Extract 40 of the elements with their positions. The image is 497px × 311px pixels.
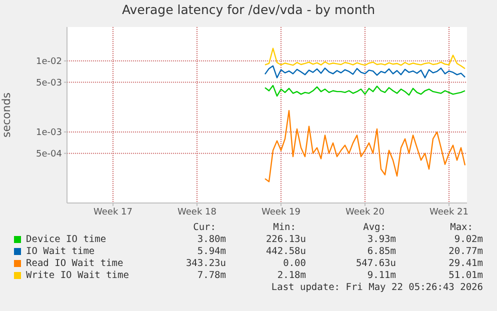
x-tick-label: Week 17 [94,207,132,218]
text: 7.78m [197,270,226,281]
legend-label: Read IO Wait time [26,258,124,269]
x-tick-label: Week 20 [346,207,385,218]
legend-label: IO Wait time [26,246,95,257]
text: Cur: [193,222,216,233]
x-tick-label: Week 18 [178,207,217,218]
text: 51.01m [448,270,483,281]
line-series [264,84,466,97]
legend-label: Write IO Wait time [26,270,129,281]
text: 6.85m [367,246,396,257]
text: 3.80m [197,234,226,245]
y-tick-label: 5e-03 [36,78,62,88]
text: 226.13u [266,234,306,245]
y-tick-label: 5e-04 [36,150,62,160]
y-axis-title: seconds [0,92,13,138]
text: 442.58u [266,246,306,257]
x-tick-label: Week 19 [262,207,301,218]
text: 5.94m [197,246,226,257]
line-series [264,48,466,70]
text: Min: [273,222,296,233]
text: Avg: [363,222,386,233]
text: 29.41m [448,258,483,269]
text: 9.02m [454,234,483,245]
text: 547.63u [356,258,396,269]
x-tick-label: Week 21 [430,207,468,218]
line-series [264,110,466,182]
legend-label: Device IO time [26,234,106,245]
text: 3.93m [367,234,396,245]
text: 0.00 [283,258,306,269]
text: 2.18m [277,270,306,281]
y-tick-label: 1e-03 [36,128,62,138]
line-series [264,65,466,78]
chart-title: Average latency for /dev/vda - by month [120,2,376,17]
text: Last update: Fri May 22 05:26:43 2026 [271,282,483,293]
text: 343.23u [186,258,226,269]
text: 20.77m [448,246,483,257]
text: 9.11m [367,270,396,281]
y-tick-label: 1e-02 [36,57,62,68]
text: Max: [450,222,473,233]
